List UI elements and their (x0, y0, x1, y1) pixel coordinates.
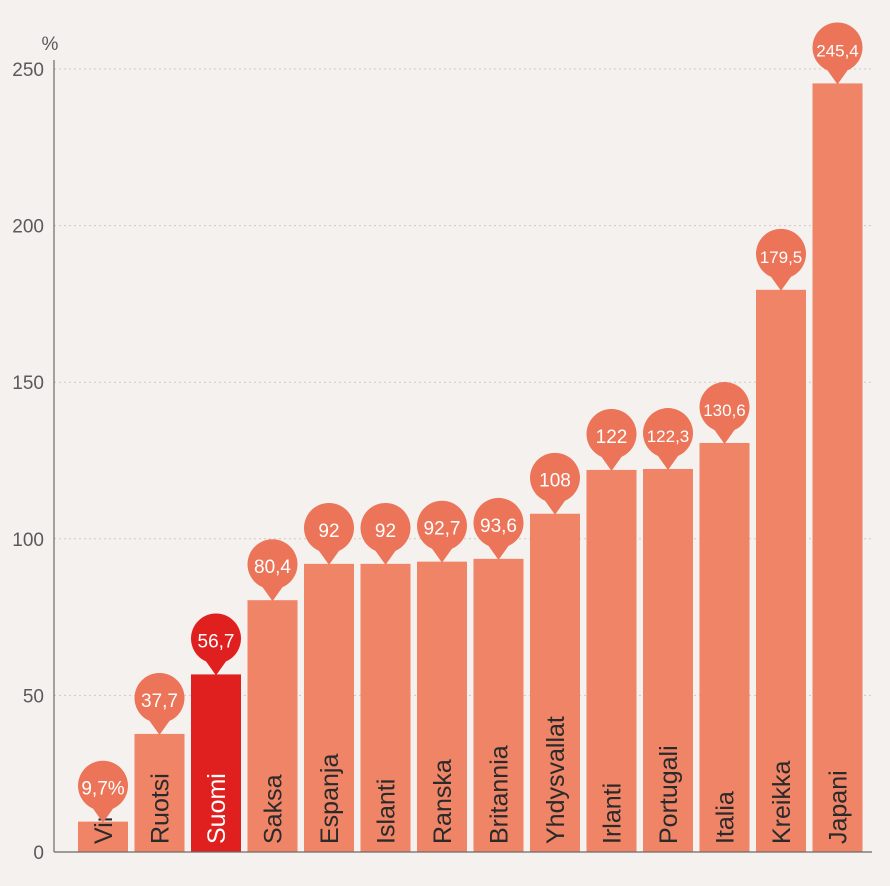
value-label: 92 (375, 521, 396, 542)
value-label: 92 (318, 521, 339, 542)
category-label: Britannia (486, 745, 514, 844)
value-bubble (190, 613, 241, 676)
category-label: Italia (712, 791, 740, 844)
value-label: 245,4 (816, 41, 859, 60)
value-bubble (473, 497, 524, 560)
category-label: Islanti (373, 779, 401, 844)
value-label: 179,5 (760, 248, 803, 267)
value-bubble (247, 539, 298, 602)
value-label: 37,7 (141, 691, 178, 712)
bar (417, 561, 467, 852)
value-bubble (360, 502, 411, 565)
y-tick-label: 250 (12, 60, 44, 81)
y-tick-label: 50 (23, 686, 44, 707)
category-label: Yhdysvallat (542, 716, 570, 844)
y-unit-label: % (42, 34, 59, 55)
bar (756, 289, 806, 852)
bar (134, 733, 185, 852)
bar (247, 600, 298, 852)
value-bubble (699, 382, 750, 444)
category-label: Irlanti (599, 783, 627, 844)
y-tick-label: 150 (12, 373, 44, 394)
value-bubble (756, 228, 806, 291)
y-tick-label: 0 (33, 843, 44, 864)
category-label: Saksa (260, 774, 288, 844)
y-tick-label: 100 (12, 530, 44, 551)
value-bubble (812, 22, 863, 85)
bar (643, 468, 693, 852)
category-label: Espanja (316, 754, 344, 844)
y-tick-label: 200 (12, 217, 44, 238)
bar (473, 558, 524, 852)
value-bubble (134, 673, 185, 735)
value-label: 56,7 (198, 631, 235, 652)
value-label: 93,6 (480, 516, 517, 537)
category-label: Ruotsi (147, 773, 175, 844)
value-label: 130,6 (703, 401, 746, 420)
bar (812, 83, 863, 852)
bar (699, 442, 750, 852)
value-bubble (530, 452, 581, 515)
bar (586, 469, 637, 852)
bars (78, 83, 863, 852)
value-label: 92,7 (424, 519, 461, 540)
bar (360, 563, 411, 852)
value-label: 108 (539, 471, 571, 492)
category-label: Japani (825, 770, 853, 844)
category-label: Ranska (429, 759, 457, 844)
value-bubble (417, 500, 467, 563)
category-label: Suomi (203, 773, 231, 844)
bar (78, 821, 128, 852)
value-bubble (642, 408, 693, 470)
value-label: 80,4 (254, 557, 291, 578)
value-bubble (78, 760, 128, 823)
axes: 0 50 100 150 200 250% (12, 34, 872, 864)
category-label: Kreikka (768, 761, 796, 844)
value-label: 9,7% (81, 779, 124, 800)
value-label: 122 (596, 427, 628, 448)
value-bubble (586, 408, 637, 471)
value-bubble (304, 502, 354, 565)
value-label: 122,3 (647, 427, 690, 446)
bar (191, 674, 241, 852)
bar (530, 513, 580, 852)
category-label: Portugali (655, 745, 683, 844)
bar (304, 563, 354, 852)
